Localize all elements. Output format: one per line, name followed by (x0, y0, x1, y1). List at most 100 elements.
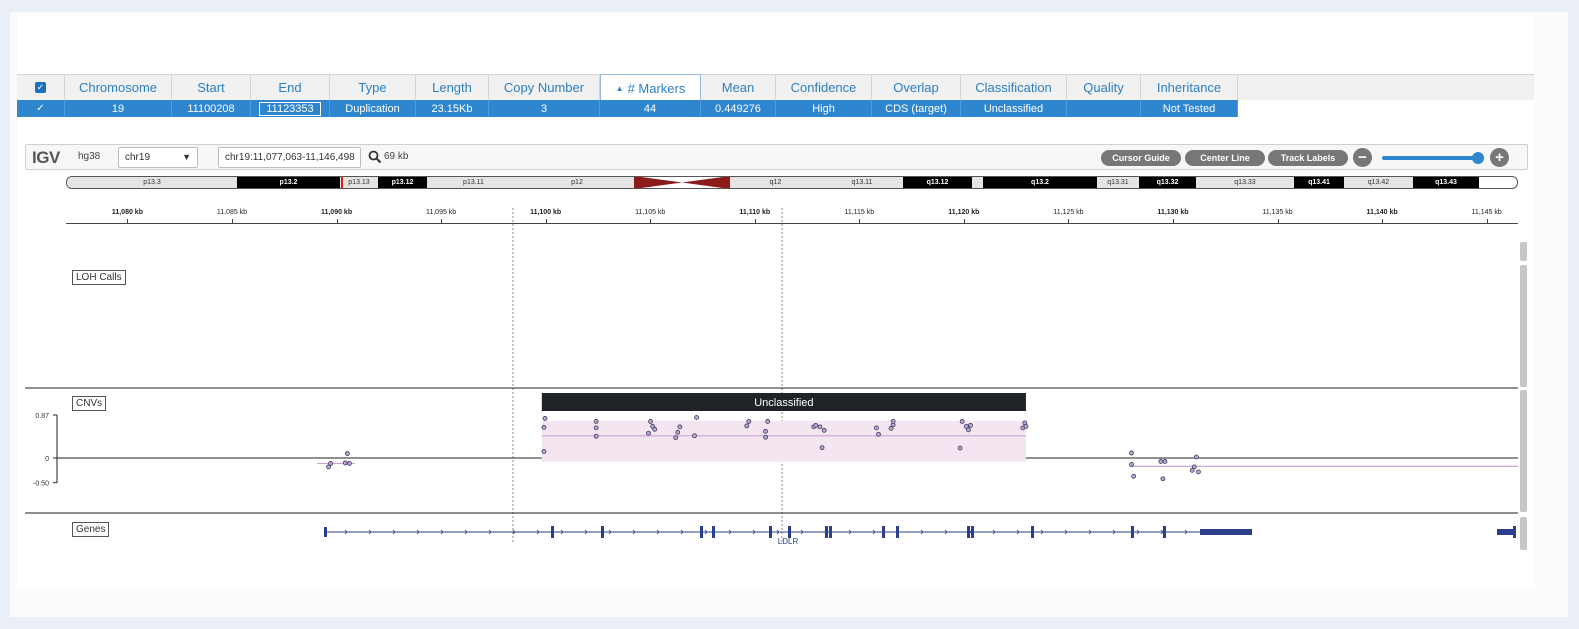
cnv-marker-point (347, 461, 352, 466)
ruler-tick-label: 11,125 kb (1053, 209, 1084, 216)
gene-strand-arrow-icon (368, 529, 372, 535)
cell-end[interactable]: 11123353 (251, 100, 330, 117)
ruler-tick-label: 11,105 kb (635, 209, 666, 216)
cnv-marker-point (1196, 469, 1201, 475)
gene-exon (601, 526, 604, 538)
cell-classification[interactable]: Unclassified (961, 100, 1067, 117)
column-header-confidence[interactable]: Confidence (776, 75, 872, 100)
column-header-label: Quality (1083, 80, 1124, 95)
cell-mean[interactable]: 0.449276 (701, 100, 776, 117)
chromosome-select-value: chr19 (125, 152, 151, 163)
column-header-end[interactable]: End (251, 75, 330, 100)
loh-calls-track-label: LOH Calls (72, 270, 126, 285)
loh-track-scrollbar[interactable] (1520, 242, 1527, 261)
cell-length[interactable]: 23.15Kb (416, 100, 489, 117)
cnv-marker-point (765, 419, 771, 424)
column-header-inheritance[interactable]: Inheritance (1141, 75, 1238, 100)
locus-input[interactable]: chr19:11,077,063-11,146,498 (218, 147, 361, 168)
zoom-slider-handle[interactable] (1472, 152, 1484, 164)
zoom-out-icon[interactable]: − (1353, 148, 1372, 167)
cursor-guide-button[interactable]: Cursor Guide (1101, 150, 1181, 166)
cnv-marker-point (1023, 423, 1029, 429)
gene-utr (1200, 529, 1252, 535)
column-header-copy-number[interactable]: Copy Number (489, 75, 600, 100)
ideogram-band-label: q12 (769, 179, 782, 186)
cnv-marker-point (1162, 459, 1168, 464)
cnv-track-scrollbar[interactable] (1520, 390, 1527, 512)
column-header-label: Confidence (790, 80, 857, 95)
ideogram-band-label: q13.43 (1435, 179, 1457, 186)
cell-chromosome[interactable]: 19 (65, 100, 172, 117)
row-select-checkbox[interactable]: ✓ (17, 100, 65, 117)
gene-exon (712, 526, 715, 538)
ideogram-band-label: p13.2 (279, 179, 298, 186)
center-line-button[interactable]: Center Line (1185, 150, 1265, 166)
cell-markers[interactable]: 44 (600, 100, 701, 117)
column-header-overlap[interactable]: Overlap (872, 75, 961, 100)
gene-strand-arrow-icon (1064, 529, 1068, 535)
ideogram-band: q12 (730, 177, 821, 188)
ruler-tick-label: 11,090 kb (320, 209, 353, 216)
genomic-ruler: 11,080 kb 11,085 kb 11,090 kb 11,095 kb 11,1… (66, 209, 1518, 224)
column-header-label: Mean (721, 80, 755, 95)
cnv-marker-point (817, 424, 823, 430)
cnv-marker-point (1193, 454, 1199, 460)
cnv-marker-point (746, 419, 752, 424)
cnv-marker-point (541, 424, 547, 430)
column-header-start[interactable]: Start (172, 75, 251, 100)
cell-type[interactable]: Duplication (330, 100, 416, 117)
cnv-segment-shading (541, 420, 1026, 462)
ruler-tick (859, 219, 861, 223)
cnv-y-tick-label: 0.87 (35, 413, 49, 420)
cell-quality[interactable] (1067, 100, 1141, 117)
gene-name-label: LDLR (778, 537, 799, 544)
loh-track-scrollbar-thumb[interactable] (1520, 265, 1527, 387)
cell-overlap[interactable]: CDS (target) (872, 100, 961, 117)
column-header-mean[interactable]: Mean (701, 75, 776, 100)
column-header-length[interactable]: Length (416, 75, 489, 100)
cell-value: 23.15Kb (431, 102, 473, 115)
ideogram-band-label: q13.41 (1308, 179, 1330, 186)
ruler-tick (545, 219, 547, 223)
column-header-chromosome[interactable]: Chromosome (65, 75, 172, 100)
chromosome-ideogram[interactable]: p13.3 p13.2 p13.13 p13.12 p13.11 p12 q12 q13.11… (66, 176, 1518, 189)
ruler-tick (1382, 219, 1384, 223)
cnv-marker-point (763, 434, 768, 440)
ideogram-band-label: p13.3 (143, 179, 161, 186)
cnv-marker-point (966, 427, 971, 433)
genome-label: hg38 (78, 151, 101, 162)
ruler-tick-label: 11,115 kb (844, 209, 875, 216)
chromosome-select[interactable]: chr19 ▼ (118, 147, 198, 168)
igv-tracks-canvas: 0.87 0 -0.50 Unclassified LDLR (25, 208, 1518, 544)
cell-value: 0.449276 (715, 102, 761, 115)
ideogram-band (972, 177, 983, 188)
cnv-marker-point (652, 426, 658, 432)
column-header-label: Inheritance (1156, 80, 1222, 95)
column-header-type[interactable]: Type (330, 75, 416, 100)
cnv-marker-point (874, 425, 879, 431)
column-header-classification[interactable]: Classification (961, 75, 1067, 100)
cell-copy-number[interactable]: 3 (489, 100, 600, 117)
ruler-tick-label: 11,135 kb (1262, 209, 1293, 216)
genes-track-scrollbar[interactable] (1520, 517, 1527, 550)
cell-value: Not Tested (1162, 102, 1216, 115)
zoom-slider[interactable] (1382, 156, 1476, 160)
column-header-label: Overlap (893, 80, 939, 95)
cell-inheritance[interactable]: Not Tested (1141, 100, 1238, 117)
search-icon[interactable] (368, 150, 382, 164)
cell-confidence[interactable]: High (776, 100, 872, 117)
cell-start[interactable]: 11100208 (172, 100, 251, 117)
column-header-label: Classification (975, 80, 1052, 95)
column-header-quality[interactable]: Quality (1067, 75, 1141, 100)
ideogram-band: p13.12 (378, 177, 427, 188)
zoom-in-icon[interactable]: + (1490, 148, 1509, 167)
column-header-markers[interactable]: ▲ # Markers (600, 74, 701, 102)
column-header-label: # Markers (627, 81, 686, 96)
table-row[interactable]: ✓ 19 11100208 11123353 Duplication 23.15Kb 3 44… (17, 100, 1238, 117)
ruler-tick (963, 219, 965, 223)
cnv-marker-point (648, 419, 653, 424)
ideogram-band: q13.12 (903, 177, 972, 188)
ideogram-band-label: p13.13 (348, 179, 370, 186)
track-labels-button[interactable]: Track Labels (1268, 150, 1348, 166)
select-all-checkbox[interactable]: ✓ (17, 75, 65, 100)
